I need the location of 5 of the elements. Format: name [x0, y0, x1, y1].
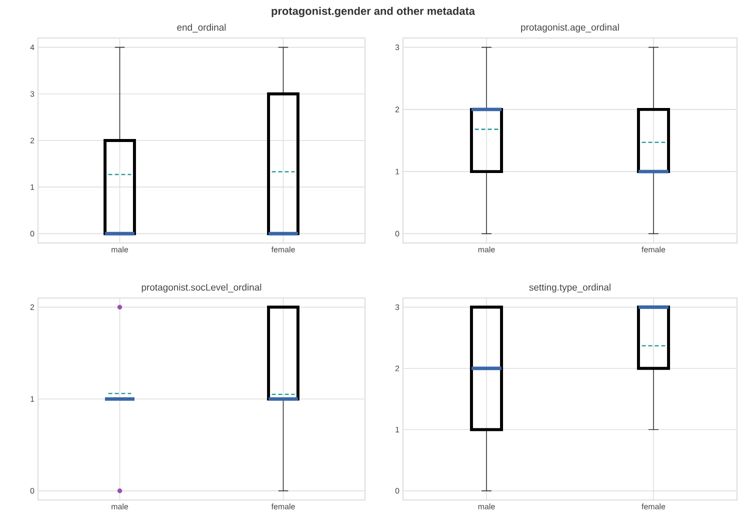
chart-title: setting.type_ordinal: [529, 284, 610, 293]
chart-title: protagonist.socLevel_ordinal: [142, 284, 262, 293]
text: protagonist.gender and other metadata: [272, 6, 476, 18]
chart-title: end_ordinal: [177, 24, 226, 32]
chart-title: protagonist.age_ordinal: [521, 24, 619, 33]
